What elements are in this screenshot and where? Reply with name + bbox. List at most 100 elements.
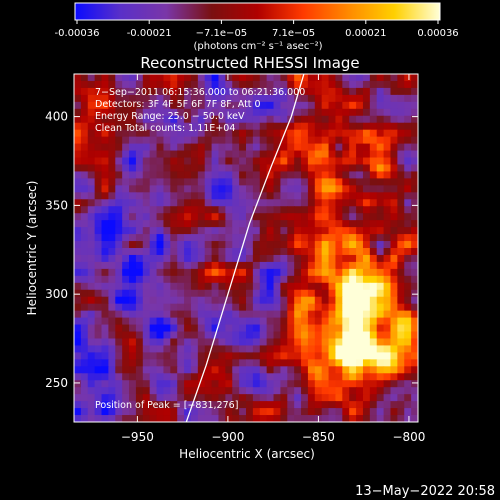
heatmap-cell: [280, 282, 288, 291]
heatmap-cell: [349, 366, 357, 374]
heatmap-cell: [177, 129, 185, 138]
heatmap-cell: [163, 275, 171, 284]
heatmap-cell: [218, 373, 226, 381]
heatmap-cell: [87, 136, 96, 145]
heatmap-cell: [115, 317, 123, 326]
heatmap-cell: [273, 268, 281, 277]
heatmap-cell: [170, 345, 178, 353]
heatmap-cell: [122, 129, 130, 138]
heatmap-cell: [232, 143, 240, 152]
heatmap-cell: [129, 157, 137, 166]
heatmap-cell: [108, 108, 116, 117]
heatmap-cell: [273, 387, 281, 395]
heatmap-cell: [211, 122, 220, 131]
heatmap-cell: [335, 373, 343, 381]
heatmap-cell: [94, 129, 103, 138]
heatmap-cell: [115, 220, 123, 228]
heatmap-cell: [383, 143, 392, 152]
heatmap-cell: [252, 178, 261, 186]
heatmap-cell: [335, 401, 343, 409]
heatmap-cell: [383, 206, 392, 214]
heatmap-cell: [225, 282, 233, 291]
heatmap-cell: [266, 373, 275, 381]
heatmap-cell: [259, 178, 268, 186]
heatmap-cell: [170, 241, 178, 249]
heatmap-cell: [342, 317, 350, 326]
heatmap-cell: [156, 234, 165, 242]
heatmap-cell: [122, 254, 130, 263]
heatmap-cell: [356, 373, 364, 381]
heatmap-cell: [342, 303, 350, 312]
heatmap-cell: [362, 227, 371, 235]
heatmap-cell: [314, 303, 323, 312]
heatmap-cell: [163, 359, 171, 367]
heatmap-cell: [142, 192, 151, 200]
heatmap-cell: [211, 150, 220, 159]
heatmap-cell: [94, 150, 103, 159]
heatmap-cell: [142, 296, 151, 305]
heatmap-cell: [190, 206, 199, 214]
heatmap-cell: [273, 101, 281, 110]
heatmap-cell: [356, 345, 364, 353]
heatmap-cell: [108, 80, 116, 89]
heatmap-cell: [376, 352, 385, 360]
heatmap-cell: [170, 338, 178, 347]
heatmap-cell: [252, 338, 261, 347]
heatmap-cell: [335, 234, 343, 242]
heatmap-cell: [197, 248, 206, 256]
heatmap-cell: [266, 87, 275, 96]
heatmap-cell: [301, 415, 309, 422]
heatmap-cell: [280, 164, 288, 173]
heatmap-cell: [328, 164, 337, 173]
heatmap-cell: [177, 157, 185, 166]
heatmap-cell: [266, 289, 275, 298]
heatmap-cell: [356, 289, 364, 298]
heatmap-cell: [232, 192, 240, 200]
heatmap-cell: [190, 87, 199, 96]
heatmap-cell: [170, 317, 178, 326]
heatmap-cell: [87, 380, 96, 388]
heatmap-cell: [307, 150, 316, 159]
heatmap-cell: [129, 108, 137, 117]
heatmap-cell: [149, 185, 158, 193]
heatmap-cell: [184, 254, 192, 263]
heatmap-cell: [252, 192, 261, 200]
heatmap-cell: [273, 136, 281, 145]
heatmap-cell: [259, 254, 268, 263]
heatmap-cell: [108, 115, 116, 124]
heatmap-cell: [404, 115, 412, 124]
heatmap-cell: [211, 408, 220, 416]
heatmap-cell: [170, 282, 178, 291]
heatmap-cell: [177, 331, 185, 340]
heatmap-cell: [142, 185, 151, 193]
heatmap-cell: [163, 366, 171, 374]
heatmap-cell: [135, 87, 144, 96]
heatmap-cell: [349, 303, 357, 312]
heatmap-cell: [259, 408, 268, 416]
heatmap-cell: [376, 94, 385, 103]
heatmap-cell: [80, 136, 89, 145]
heatmap-cell: [156, 331, 165, 340]
heatmap-cell: [266, 317, 275, 326]
heatmap-cell: [204, 80, 213, 89]
heatmap-cell: [211, 303, 220, 312]
heatmap-cell: [218, 415, 226, 422]
heatmap-cell: [404, 324, 412, 333]
heatmap-cell: [142, 331, 151, 340]
heatmap-cell: [342, 80, 350, 89]
heatmap-cell: [294, 241, 302, 249]
heatmap-cell: [218, 282, 226, 291]
heatmap-cell: [266, 387, 275, 395]
heatmap-cell: [252, 401, 261, 409]
heatmap-cell: [115, 108, 123, 117]
heatmap-cell: [404, 122, 412, 131]
heatmap-cell: [177, 234, 185, 242]
heatmap-cell: [87, 352, 96, 360]
heatmap-cell: [266, 359, 275, 367]
heatmap-cell: [225, 143, 233, 152]
heatmap-cell: [335, 289, 343, 298]
heatmap-cell: [156, 310, 165, 319]
heatmap-cell: [362, 331, 371, 340]
heatmap-cell: [294, 282, 302, 291]
heatmap-cell: [335, 345, 343, 353]
